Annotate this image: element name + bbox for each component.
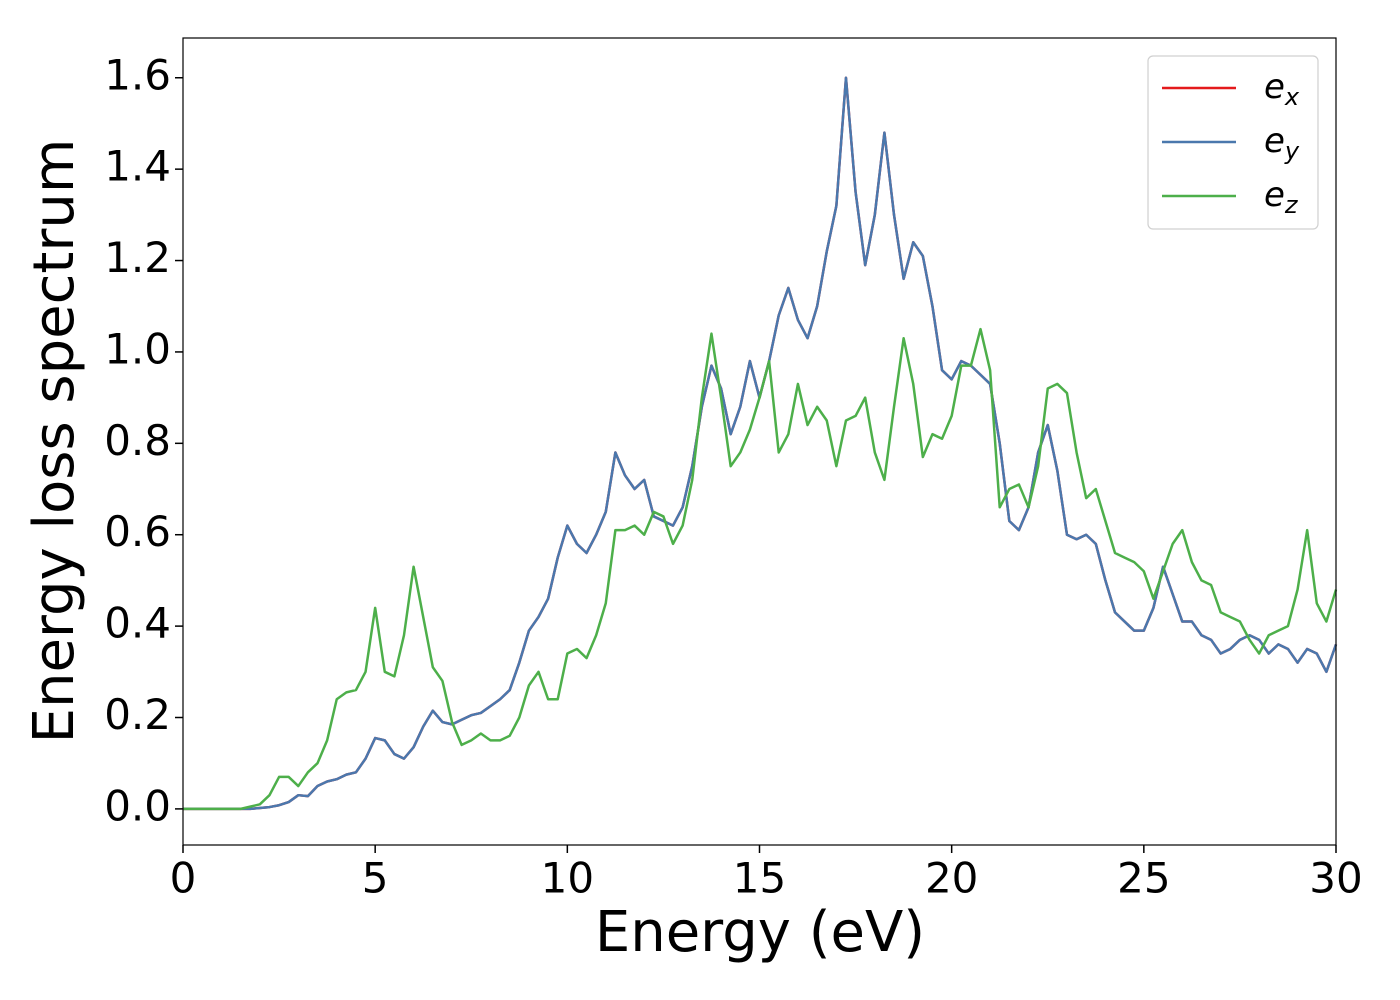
y-tick-label: 1.0 bbox=[104, 324, 171, 373]
y-tick-label: 0.4 bbox=[104, 599, 171, 648]
y-tick-label: 1.2 bbox=[104, 233, 171, 282]
y-tick-label: 1.6 bbox=[104, 50, 171, 99]
legend-label: ex bbox=[1264, 67, 1300, 112]
x-tick-label: 30 bbox=[1309, 854, 1362, 903]
x-tick-label: 25 bbox=[1117, 854, 1170, 903]
plot-frame bbox=[182, 37, 1337, 846]
y-tick-label: 0.2 bbox=[104, 690, 171, 739]
legend-label: ey bbox=[1264, 121, 1300, 166]
y-axis-label: Energy loss spectrum bbox=[22, 139, 87, 744]
series-line bbox=[183, 327, 1338, 811]
y-tick-label: 0.6 bbox=[104, 507, 171, 556]
legend-label: ez bbox=[1264, 175, 1299, 220]
legend: ex ey ez bbox=[1147, 55, 1319, 230]
x-tick-label: 15 bbox=[733, 854, 786, 903]
x-tick-label: 10 bbox=[541, 854, 594, 903]
y-tick-label: 0.0 bbox=[104, 781, 171, 830]
x-tick-label: 20 bbox=[925, 854, 978, 903]
y-tick-label: 1.4 bbox=[104, 142, 171, 191]
x-tick-label: 0 bbox=[170, 854, 197, 903]
y-tick-label: 0.8 bbox=[104, 416, 171, 465]
x-tick-label: 5 bbox=[362, 854, 389, 903]
x-axis-label: Energy (eV) bbox=[595, 900, 925, 965]
